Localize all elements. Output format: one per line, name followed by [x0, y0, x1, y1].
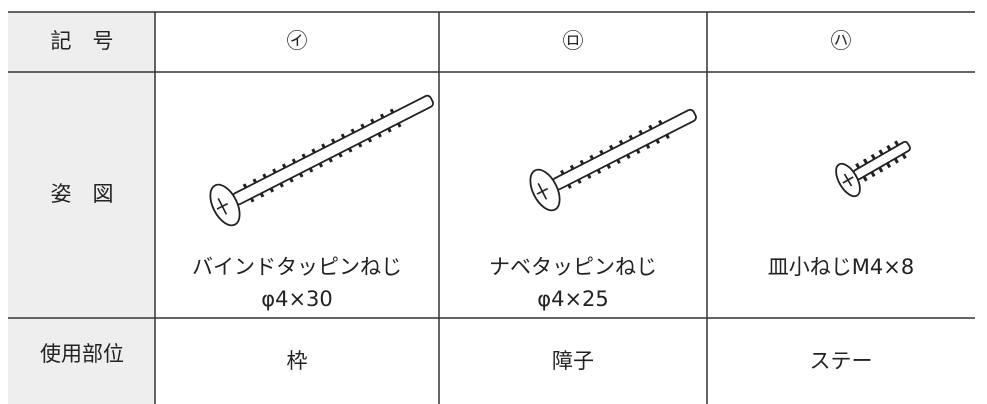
- item-name: バインドタッピンねじ: [192, 255, 402, 279]
- usage: 枠: [287, 349, 308, 373]
- row-label: 姿 図: [51, 182, 114, 206]
- row-label: 記 号: [51, 29, 114, 53]
- symbol: ㋩: [831, 29, 852, 53]
- item-spec: φ4×25: [537, 287, 609, 311]
- symbol: ㋺: [563, 29, 584, 53]
- screw-figure: [209, 94, 434, 227]
- label-column: [8, 12, 155, 404]
- usage: ステー: [810, 349, 873, 373]
- symbol: ㋑: [287, 29, 308, 53]
- usage: 障子: [552, 349, 594, 373]
- screw-figure: [529, 108, 697, 212]
- item-name: 皿小ねじM4×8: [768, 255, 914, 279]
- item-spec: φ4×30: [261, 287, 333, 311]
- item-name: ナベタッピンねじ: [489, 255, 657, 279]
- screw-figure: [835, 138, 911, 198]
- row-label: 使用部位: [40, 342, 124, 366]
